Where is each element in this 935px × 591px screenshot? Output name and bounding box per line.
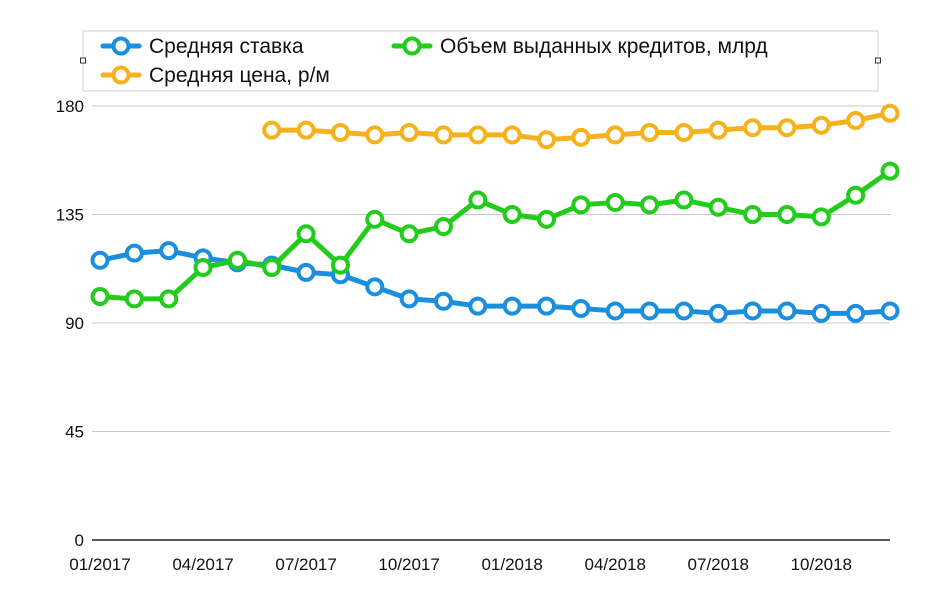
data-point	[708, 120, 728, 140]
legend-marker-avg-price	[111, 65, 131, 85]
data-point	[846, 303, 866, 323]
data-point	[708, 197, 728, 217]
legend-label-avg-rate: Средняя ставка	[149, 35, 304, 58]
legend-item-loan-volume: Объем выданных кредитов, млрд	[391, 35, 768, 58]
legend-marker-avg-rate	[111, 36, 131, 56]
data-point	[193, 258, 213, 278]
data-point	[365, 125, 385, 145]
legend-label-avg-price: Средняя цена, р/м	[149, 64, 330, 87]
data-point	[330, 255, 350, 275]
data-point	[502, 296, 522, 316]
data-point	[502, 125, 522, 145]
data-point	[330, 123, 350, 143]
y-tick-label: 90	[65, 314, 84, 333]
data-point	[537, 209, 557, 229]
data-point	[674, 190, 694, 210]
series-line	[97, 248, 893, 316]
data-point	[468, 125, 488, 145]
legend-marker-loan-volume	[402, 36, 422, 56]
data-point	[468, 296, 488, 316]
x-tick-label: 07/2018	[688, 555, 749, 574]
y-tick-label: 180	[56, 97, 84, 116]
legend-label-loan-volume: Объем выданных кредитов, млрд	[440, 35, 768, 58]
data-point	[743, 205, 763, 224]
data-point	[846, 110, 866, 130]
data-point	[296, 120, 316, 140]
legend-handle[interactable]	[875, 57, 881, 64]
data-point	[880, 103, 900, 123]
x-tick-label: 04/2017	[172, 555, 233, 574]
data-point	[468, 190, 488, 210]
data-point	[262, 120, 282, 140]
data-point	[537, 130, 557, 150]
data-point	[227, 250, 247, 270]
series-line	[97, 168, 893, 302]
x-tick-label: 04/2018	[584, 555, 645, 574]
y-tick-label: 135	[56, 206, 84, 225]
data-point	[605, 301, 625, 321]
data-point	[811, 303, 831, 323]
data-point	[640, 195, 660, 215]
data-point	[433, 291, 453, 311]
data-point	[571, 299, 591, 319]
data-point	[846, 185, 866, 205]
data-point	[743, 118, 763, 138]
data-point	[296, 224, 316, 244]
x-tick-label: 10/2018	[791, 555, 852, 574]
data-point	[365, 277, 385, 297]
data-point	[159, 289, 179, 309]
series-group	[90, 241, 900, 323]
data-point	[399, 289, 419, 309]
data-point	[433, 217, 453, 237]
data-point	[605, 125, 625, 145]
data-point	[777, 205, 797, 224]
x-tick-label: 10/2017	[378, 555, 439, 574]
data-point	[90, 250, 110, 270]
x-tick-label: 01/2017	[69, 555, 130, 574]
axes: 0 45 90 135 180 01/2017 04/2017 07/2017 10/2017 0…	[56, 97, 890, 574]
series-lines	[90, 103, 900, 323]
data-point	[262, 258, 282, 278]
x-tick-label: 01/2018	[481, 555, 542, 574]
data-point	[90, 286, 110, 306]
legend-handle[interactable]	[80, 57, 86, 64]
data-point	[777, 301, 797, 321]
data-point	[674, 301, 694, 321]
data-point	[502, 205, 522, 224]
data-point	[605, 192, 625, 212]
data-point	[159, 241, 179, 261]
data-point	[743, 301, 763, 321]
data-point	[777, 118, 797, 138]
data-point	[640, 301, 660, 321]
x-tick-label: 07/2017	[275, 555, 336, 574]
data-point	[811, 207, 831, 227]
data-point	[640, 123, 660, 143]
data-point	[571, 127, 591, 147]
y-tick-label: 45	[65, 423, 84, 442]
data-point	[433, 125, 453, 145]
legend-item-avg-price: Средняя цена, р/м	[100, 64, 330, 87]
data-point	[708, 303, 728, 323]
data-point	[399, 224, 419, 244]
legend-item-avg-rate: Средняя ставка	[100, 35, 304, 58]
data-point	[365, 209, 385, 229]
y-tick-label: 0	[75, 531, 84, 550]
legend: Средняя ставка Объем выданных кредитов, …	[80, 30, 881, 92]
data-point	[880, 301, 900, 321]
series-group	[90, 161, 900, 309]
data-point	[124, 243, 144, 263]
legend-frame	[82, 30, 879, 92]
data-point	[124, 289, 144, 309]
data-point	[537, 296, 557, 316]
series-group	[262, 103, 900, 150]
data-point	[674, 123, 694, 143]
data-point	[296, 262, 316, 282]
data-point	[811, 115, 831, 135]
data-point	[399, 123, 419, 143]
grid-lines	[92, 105, 890, 432]
data-point	[880, 161, 900, 181]
data-point	[571, 195, 591, 215]
